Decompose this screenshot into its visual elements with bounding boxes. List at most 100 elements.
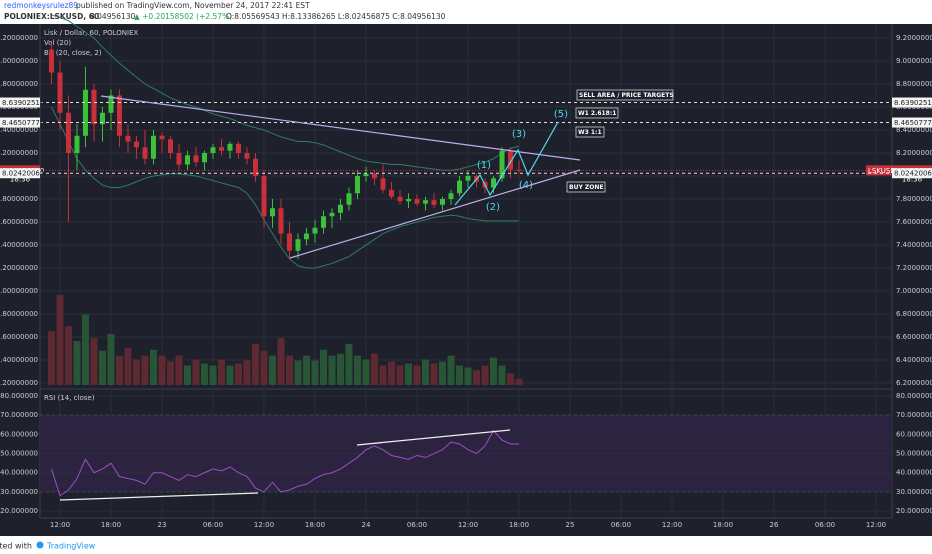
rsi-trendline (356, 429, 511, 446)
candle-body (499, 150, 505, 179)
y-tick-label: 60.000000 (896, 430, 932, 438)
volume-bar (277, 338, 285, 385)
y-tick-label: 6.60000000 (0, 333, 38, 341)
volume-bar (387, 361, 395, 385)
y-tick-label: 8.20000000 (896, 149, 932, 157)
price-tag-label: 8.02420062 (2, 170, 44, 178)
volume-bar (455, 365, 463, 385)
volume-bar (90, 338, 98, 385)
y-tick-label: 8.80000000 (0, 80, 38, 88)
volume-bar (200, 363, 208, 385)
y-tick-label: 9.00000000 (0, 57, 38, 65)
candle-body (210, 147, 216, 154)
candle-body (422, 200, 428, 204)
volume-bar (81, 314, 89, 385)
candle-body (431, 200, 437, 205)
price-tag-label: 8.63902516 (894, 99, 932, 107)
candle-body (516, 169, 522, 171)
sell-area: SELL AREA / PRICE TARGETS (579, 92, 674, 99)
price-tag-label: 8.46507776 (2, 119, 45, 127)
symbol-tag (866, 165, 892, 176)
x-tick-label: 12:00 (50, 521, 70, 529)
y-tick-label: 9.00000000 (896, 57, 932, 65)
symbol: POLONIEX:LSKUSD, 60 (4, 12, 99, 21)
y-tick-label: 9.20000000 (896, 34, 932, 42)
x-tick-label: 12:00 (662, 521, 682, 529)
volume-bar (498, 365, 506, 385)
candle-body (261, 176, 267, 217)
price-tag (0, 117, 40, 128)
volume-bar (413, 365, 421, 385)
volume-bar (481, 365, 489, 385)
y-tick-label: 70.000000 (0, 411, 38, 419)
y-tick-label: 7.00000000 (896, 287, 932, 295)
descending-trendline (100, 95, 581, 161)
y-tick-label: 6.40000000 (0, 356, 38, 364)
chart-title: Lisk / Dollar, 60, POLONIEX (44, 29, 139, 37)
volume-bar (56, 295, 64, 385)
y-tick-label: 7.40000000 (896, 241, 932, 249)
header-bg (0, 0, 932, 24)
volume-bar (166, 361, 174, 385)
x-tick-label: 23 (158, 521, 167, 529)
wave-label: (4) (519, 180, 533, 191)
candle-body (176, 153, 182, 165)
volume-bar (209, 365, 217, 385)
y-tick-label: 80.000000 (0, 392, 38, 400)
y-tick-label: 6.20000000 (0, 379, 38, 387)
candle-body (295, 239, 301, 251)
last-price: 8.04956130 (90, 12, 136, 21)
ascending-trendline (289, 169, 581, 259)
y-tick-label: 6.80000000 (896, 310, 932, 318)
volume-bar (311, 360, 319, 385)
volume-bar (234, 363, 242, 385)
volume-bar (149, 349, 157, 385)
volume-bar (302, 355, 310, 385)
y-tick-label: 80.000000 (896, 392, 932, 400)
buy-zone: BUY ZONE (569, 184, 603, 191)
x-tick-label: 18:00 (101, 521, 121, 529)
y-tick-label: 40.000000 (0, 469, 38, 477)
author[interactable]: redmonkeysrulez89 (4, 1, 78, 10)
volume-bar (73, 340, 81, 385)
candle-body (465, 176, 471, 181)
created-with: Created with (0, 542, 32, 551)
y-tick-label: 70.000000 (896, 411, 932, 419)
candle-body (57, 72, 63, 113)
volume-bar (447, 355, 455, 385)
candle-body (354, 176, 360, 194)
candle-body (456, 180, 462, 194)
volume-bar (370, 353, 378, 385)
published: published on TradingView.com, November 2… (76, 1, 310, 10)
y-tick-label: 50.000000 (896, 450, 932, 458)
volume-bar (430, 363, 438, 385)
candle-body (91, 89, 97, 125)
volume-bar (115, 355, 123, 385)
w1-target: W1 2.618:1 (578, 110, 616, 117)
volume-bar (421, 359, 429, 385)
candle-body (184, 155, 190, 165)
volume-bar (158, 355, 166, 385)
x-tick-label: 12:00 (458, 521, 478, 529)
candle-body (65, 112, 71, 154)
candle-body (312, 227, 318, 234)
volume-bar (107, 334, 115, 385)
price-tag-label: 8.63902516 (2, 99, 45, 107)
volume-bar (353, 355, 361, 385)
bollinger-band (51, 106, 520, 269)
candle-body (320, 216, 326, 228)
volume-bar (183, 365, 191, 385)
candle-body (235, 143, 241, 154)
volume-bar (285, 355, 293, 385)
brand[interactable]: TradingView (46, 542, 96, 551)
candle-body (507, 150, 513, 170)
y-tick-label: 7.80000000 (896, 195, 932, 203)
volume-bar (64, 326, 72, 385)
candle-body (252, 158, 258, 177)
price-tag (0, 97, 40, 108)
y-tick-label: 8.40000000 (0, 126, 38, 134)
y-tick-label: 6.20000000 (896, 379, 932, 387)
volume-bar (192, 359, 200, 385)
x-tick-label: 18:00 (305, 521, 325, 529)
